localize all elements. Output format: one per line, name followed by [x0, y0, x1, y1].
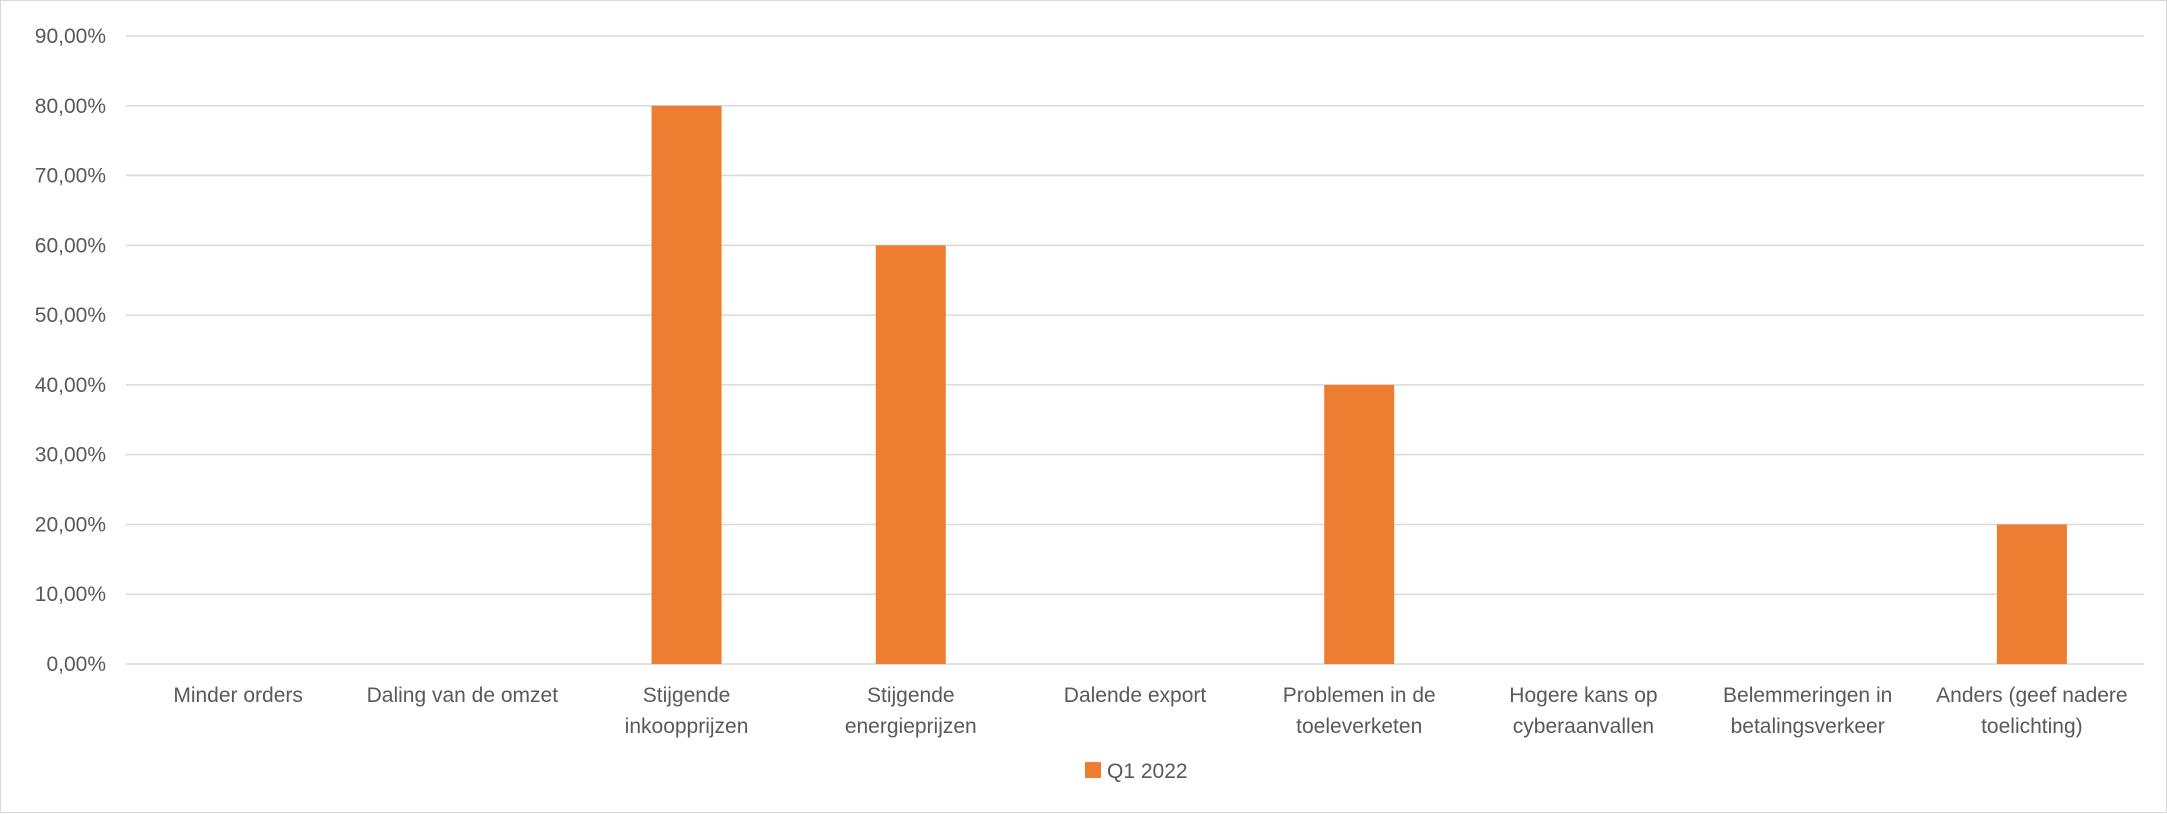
y-tick-label: 20,00%: [35, 513, 106, 536]
x-category-label: Stijgende inkoopprijzen: [625, 684, 749, 738]
y-tick-label: 60,00%: [35, 234, 106, 257]
gridlines: [126, 35, 2144, 665]
y-tick-label: 0,00%: [46, 653, 106, 676]
bar: [875, 245, 946, 665]
y-tick-label: 30,00%: [35, 444, 106, 467]
x-category-label: Dalende export: [1064, 684, 1207, 707]
y-tick-label: 90,00%: [35, 25, 106, 48]
x-category-label: Problemen in de toeleverketen: [1283, 684, 1436, 738]
x-category-label: Belemmeringen in betalingsverkeer: [1723, 684, 1892, 738]
bar: [1996, 524, 2067, 664]
legend-label: Q1 2022: [1107, 760, 1188, 783]
bar: [651, 105, 722, 665]
x-category-label: Daling van de omzet: [367, 684, 559, 707]
y-axis-ticks: 0,00% 10,00% 20,00% 30,00% 40,00% 50,00% 60,00…: [35, 25, 106, 676]
y-tick-label: 80,00%: [35, 95, 106, 118]
x-category-label: Anders (geef nadere toelichting): [1936, 684, 2127, 738]
bars: [651, 105, 2067, 665]
x-category-label: Stijgende energieprijzen: [845, 684, 977, 738]
y-tick-label: 40,00%: [35, 374, 106, 397]
y-tick-label: 10,00%: [35, 583, 106, 606]
y-tick-label: 70,00%: [35, 165, 106, 188]
x-axis-labels: Minder orders Daling van de omzet Stijgend…: [173, 684, 2127, 738]
x-category-label: Hogere kans op cyberaanvallen: [1509, 684, 1657, 738]
legend-swatch: [1085, 762, 1101, 778]
bar: [1324, 384, 1395, 664]
x-category-label: Minder orders: [173, 684, 303, 707]
y-tick-label: 50,00%: [35, 304, 106, 327]
legend: Q1 2022: [1085, 760, 1188, 783]
